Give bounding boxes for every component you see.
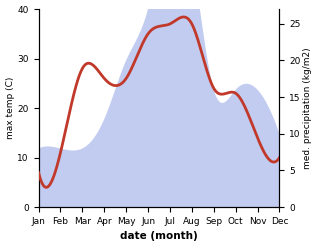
Y-axis label: max temp (C): max temp (C) — [5, 77, 15, 139]
X-axis label: date (month): date (month) — [120, 231, 198, 242]
Y-axis label: med. precipitation (kg/m2): med. precipitation (kg/m2) — [303, 47, 313, 169]
